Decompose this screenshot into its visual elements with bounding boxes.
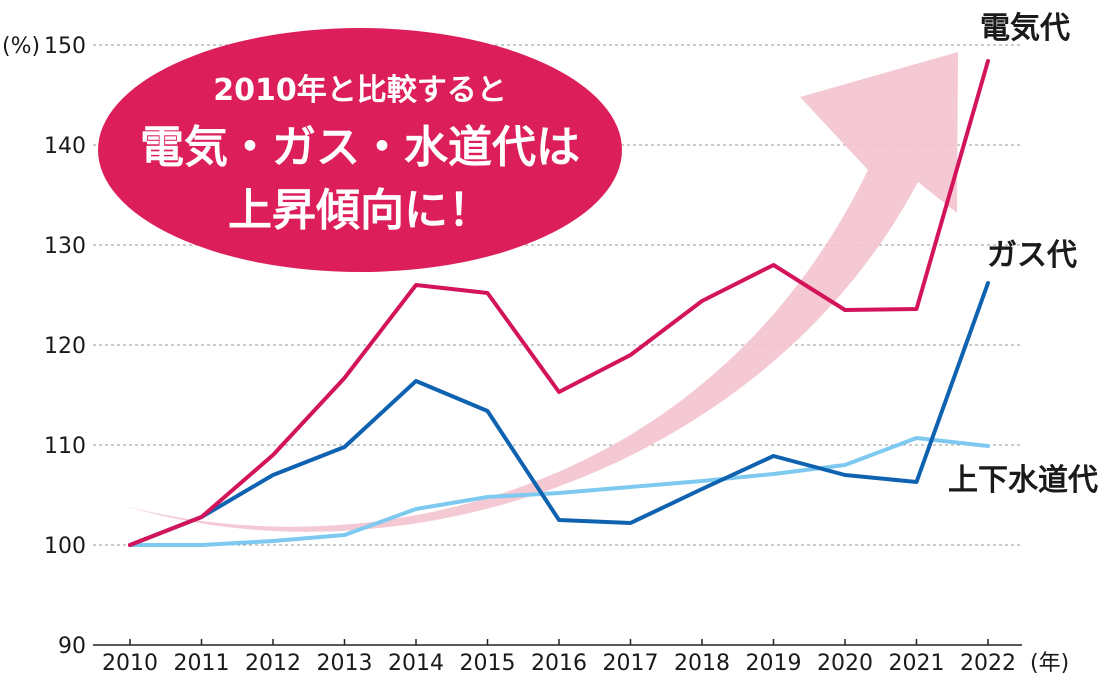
callout-line-1: 2010年と比較すると bbox=[213, 73, 507, 108]
x-tick-label: 2013 bbox=[317, 651, 373, 676]
x-tick-label: 2017 bbox=[603, 651, 659, 676]
series-line bbox=[128, 59, 990, 547]
x-tick-label: 2021 bbox=[889, 651, 945, 676]
y-unit-label: (%) bbox=[2, 34, 40, 59]
series-lines bbox=[128, 59, 990, 547]
y-tick-label: 120 bbox=[44, 334, 86, 359]
callout-bubble: 2010年と比較すると 電気・ガス・水道代は 上昇傾向に！ bbox=[98, 28, 622, 272]
y-tick-label: 100 bbox=[44, 534, 86, 559]
x-tick-label: 2014 bbox=[388, 651, 444, 676]
y-tick-label: 130 bbox=[44, 234, 86, 259]
trend-arrow bbox=[122, 52, 958, 532]
x-tick-label: 2022 bbox=[960, 651, 1016, 676]
x-tick-label: 2016 bbox=[531, 651, 587, 676]
series-line bbox=[128, 281, 990, 547]
x-tick-label: 2010 bbox=[102, 651, 158, 676]
y-tick-label: 140 bbox=[44, 134, 86, 159]
callout-ellipse bbox=[98, 28, 622, 272]
y-tick-labels: 90 100 110 120 130 140 150 bbox=[44, 34, 86, 659]
y-tick-label: 90 bbox=[58, 634, 86, 659]
series-label-water: 上下水道代 bbox=[948, 463, 1098, 498]
series-label-gas: ガス代 bbox=[987, 238, 1077, 273]
series-line bbox=[128, 436, 990, 547]
series-label-electricity: 電気代 bbox=[980, 11, 1070, 46]
x-tick-label: 2020 bbox=[817, 651, 873, 676]
x-tick-label: 2011 bbox=[174, 651, 230, 676]
callout-line-3: 上昇傾向に！ bbox=[228, 185, 492, 236]
x-unit-label: (年) bbox=[1030, 651, 1069, 676]
y-tick-label: 110 bbox=[44, 434, 86, 459]
y-tick-label: 150 bbox=[44, 34, 86, 59]
x-tick-label: 2015 bbox=[460, 651, 516, 676]
x-tick-label: 2019 bbox=[746, 651, 802, 676]
x-tick-labels: 2010 2011 2012 2013 2014 2015 2016 2017 2018 2019… bbox=[102, 639, 1016, 676]
x-tick-label: 2012 bbox=[245, 651, 301, 676]
x-tick-label: 2018 bbox=[674, 651, 730, 676]
callout-line-2: 電気・ガス・水道代は bbox=[140, 122, 580, 173]
